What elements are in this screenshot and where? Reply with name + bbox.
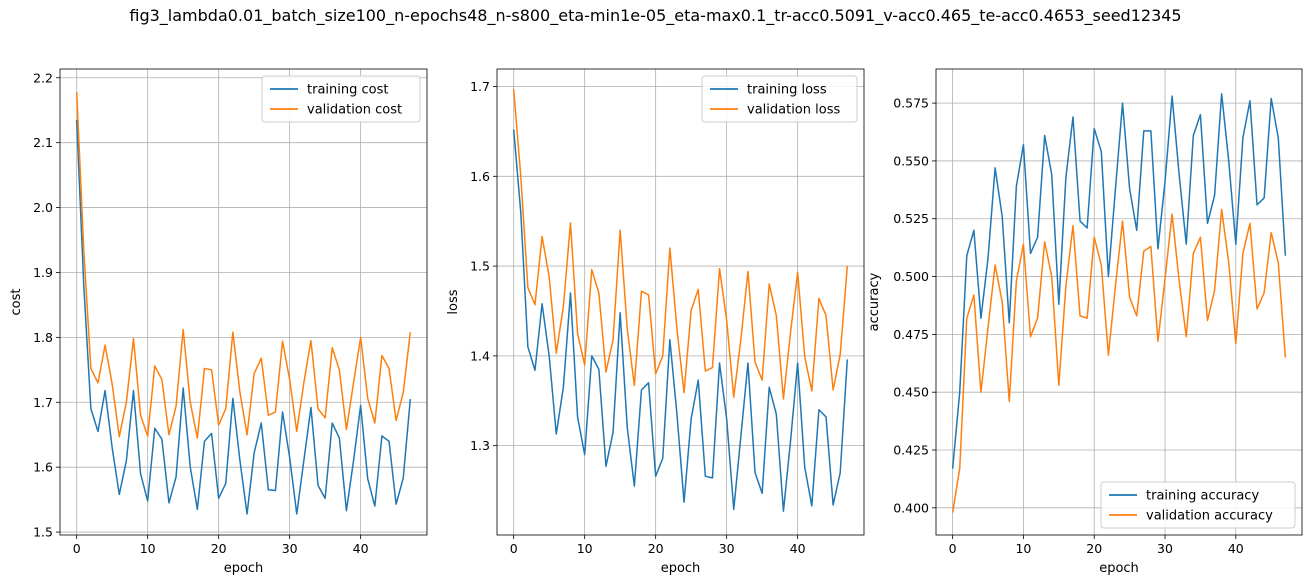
legend-label: validation accuracy <box>1146 509 1273 524</box>
y-tick-label: 2.2 <box>33 70 53 85</box>
x-tick-label: 10 <box>577 541 593 556</box>
legend-box <box>261 75 421 123</box>
series-line-training-accuracy <box>951 93 1287 469</box>
y-tick-label: 0.550 <box>893 153 929 168</box>
y-tick-label: 0.475 <box>893 327 929 342</box>
y-axis-label: accuracy <box>867 272 882 331</box>
x-tick-label: 0 <box>510 541 518 556</box>
y-tick-label: 0.400 <box>893 500 929 515</box>
legend: training loss validation loss <box>701 75 858 123</box>
x-tick-label: 20 <box>211 541 227 556</box>
series-line-validation-loss <box>512 89 849 400</box>
y-tick-label: 1.7 <box>470 79 490 94</box>
x-tick-label: 30 <box>1157 541 1173 556</box>
x-tick-label: 10 <box>140 541 156 556</box>
x-tick-label: 20 <box>648 541 664 556</box>
chart-1: 0 10 20 30 40 1.5 1.6 1.7 1.8 1.9 2.0 2.1 2.2 epoch co… <box>9 68 428 576</box>
axes-frame <box>496 68 865 536</box>
axes-frame <box>935 68 1303 536</box>
x-axis-label: epoch <box>661 561 701 576</box>
x-tick-label: 40 <box>353 541 369 556</box>
chart-2: 0 10 20 30 40 1.3 1.4 1.5 1.6 1.7 epoch loss trainin… <box>446 68 865 576</box>
x-tick-label: 40 <box>1228 541 1244 556</box>
x-tick-label: 40 <box>790 541 806 556</box>
y-tick-label: 2.0 <box>33 200 53 215</box>
y-axis-label: loss <box>446 289 461 314</box>
y-tick-label: 1.5 <box>470 259 490 274</box>
chart-3: 0 10 20 30 40 0.400 0.425 0.450 0.475 0.500 0.525 0… <box>867 68 1303 576</box>
y-tick-label: 1.6 <box>470 169 490 184</box>
y-tick-label: 0.425 <box>893 443 929 458</box>
legend: training accuracy validation accuracy <box>1100 481 1296 529</box>
series-line-training-loss <box>512 129 849 512</box>
legend-label: training loss <box>747 83 827 98</box>
y-tick-label: 0.450 <box>893 385 929 400</box>
legend-box <box>701 75 858 123</box>
y-tick-label: 0.525 <box>893 211 929 226</box>
legend-label: validation cost <box>307 103 402 118</box>
y-tick-label: 1.5 <box>33 525 53 540</box>
y-tick-label: 1.4 <box>470 348 490 363</box>
figure-title: fig3_lambda0.01_batch_size100_n-epochs48… <box>129 6 1182 25</box>
series-line-validation-cost <box>75 92 412 439</box>
y-tick-label: 1.7 <box>33 395 53 410</box>
y-tick-label: 1.6 <box>33 460 53 475</box>
y-tick-label: 0.575 <box>893 96 929 111</box>
y-tick-label: 1.8 <box>33 330 53 345</box>
x-tick-label: 0 <box>73 541 81 556</box>
series-line-training-cost <box>75 119 412 515</box>
x-tick-label: 30 <box>719 541 735 556</box>
x-tick-label: 30 <box>282 541 298 556</box>
y-tick-label: 1.3 <box>470 438 490 453</box>
x-axis-label: epoch <box>224 561 264 576</box>
series-line-validation-accuracy <box>951 208 1287 513</box>
x-axis-label: epoch <box>1099 561 1139 576</box>
y-tick-label: 1.9 <box>33 265 53 280</box>
legend-label: training accuracy <box>1146 489 1259 504</box>
y-tick-label: 0.500 <box>893 269 929 284</box>
x-tick-label: 0 <box>949 541 957 556</box>
x-tick-label: 20 <box>1086 541 1102 556</box>
legend-label: training cost <box>307 83 388 98</box>
y-axis-label: cost <box>9 289 24 316</box>
axes-frame <box>59 68 428 536</box>
y-tick-label: 2.1 <box>33 135 53 150</box>
legend-label: validation loss <box>747 103 840 118</box>
legend-box <box>1100 481 1296 529</box>
x-tick-label: 10 <box>1015 541 1031 556</box>
legend: training cost validation cost <box>261 75 421 123</box>
